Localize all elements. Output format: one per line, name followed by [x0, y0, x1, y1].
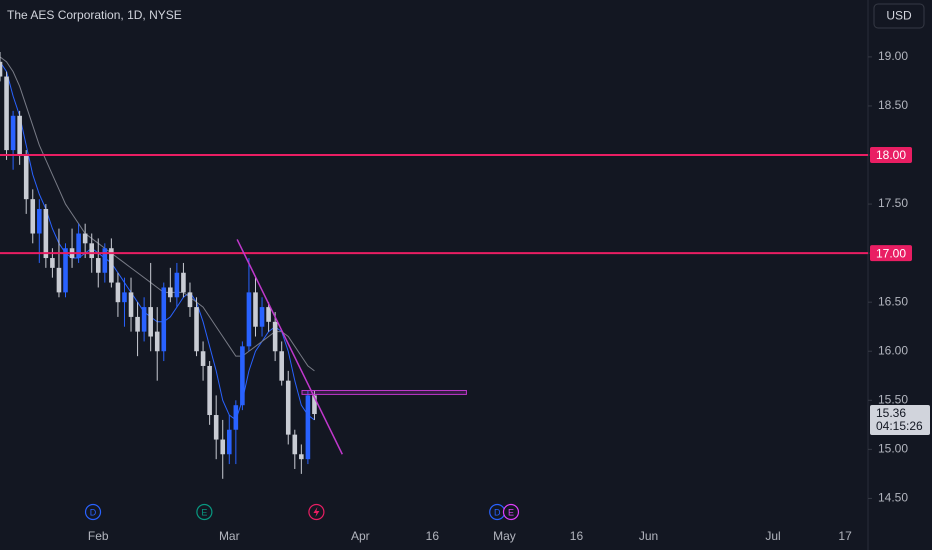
event-label: D: [494, 507, 501, 517]
candle-body: [115, 282, 121, 303]
candle-body: [312, 395, 317, 415]
last-price-box: [870, 405, 930, 436]
candle-body: [259, 307, 265, 327]
candle-body: [56, 267, 62, 293]
candle-body: [135, 316, 140, 332]
x-tick-label: 17: [838, 529, 852, 543]
y-tick-label: 14.50: [878, 491, 908, 505]
level-price-box: [870, 147, 912, 164]
x-tick-label: 16: [426, 529, 440, 543]
candle-body: [240, 346, 245, 406]
candle-body: [154, 331, 160, 352]
x-tick-label: Jun: [639, 529, 658, 543]
x-tick-label: May: [493, 529, 516, 543]
candle-body: [10, 115, 16, 151]
plot-area: [0, 52, 317, 479]
candle-body: [200, 351, 206, 366]
candle-body: [285, 380, 291, 435]
y-tick-label: 16.50: [878, 294, 908, 308]
last-price-label: 15.36: [876, 406, 906, 420]
candle-body: [305, 395, 311, 460]
candle-body: [168, 287, 173, 298]
currency-label[interactable]: USD: [886, 9, 912, 23]
level-price-label: 18.00: [876, 148, 906, 162]
event-marker: [502, 503, 520, 521]
candle-body: [76, 233, 81, 259]
candle-body: [233, 405, 239, 430]
x-tick-label: Apr: [351, 529, 370, 543]
candle-body: [141, 307, 147, 332]
x-tick-label: Jul: [765, 529, 780, 543]
y-tick-label: 19.00: [878, 49, 908, 63]
candle-body: [253, 292, 258, 327]
candle-body: [220, 439, 226, 455]
x-tick-label: Feb: [88, 529, 109, 543]
candle-body: [246, 292, 252, 347]
chart-title: The AES Corporation, 1D, NYSE: [7, 8, 182, 22]
event-marker: [84, 503, 102, 521]
event-marker: [196, 503, 213, 521]
candle-body: [292, 434, 298, 455]
event-label: D: [90, 507, 97, 517]
candle-body: [95, 258, 101, 273]
event-label: E: [201, 507, 207, 517]
moving-average-line: [0, 56, 315, 372]
trend-line: [236, 239, 343, 455]
candle-body: [23, 155, 29, 200]
candle-body: [4, 76, 9, 151]
y-tick-label: 17.50: [878, 196, 908, 210]
event-icon: [313, 507, 320, 517]
x-tick-label: Mar: [219, 529, 240, 543]
candle-body: [30, 199, 36, 234]
candle-body: [128, 292, 134, 317]
candle-body: [266, 307, 271, 322]
candle-body: [43, 208, 49, 259]
candle-body: [181, 272, 186, 293]
candle-body: [102, 248, 108, 273]
candle-body: [63, 248, 68, 293]
candle-body: [299, 454, 304, 460]
candle-body: [272, 321, 278, 352]
event-label: E: [508, 507, 514, 517]
candle-body: [109, 248, 114, 283]
y-tick-label: 15.50: [878, 392, 908, 406]
candle-body: [226, 429, 232, 455]
candle-body: [37, 208, 42, 234]
candle-body: [122, 292, 127, 303]
candle-body: [213, 415, 219, 440]
level-price-label: 17.00: [876, 246, 906, 260]
candle-body: [148, 307, 153, 337]
candle-body: [89, 243, 95, 259]
candle-body: [17, 115, 22, 156]
candle-body: [82, 233, 88, 244]
y-tick-label: 18.50: [878, 98, 908, 112]
countdown-label: 04:15:26: [876, 419, 923, 433]
candle-body: [187, 292, 193, 308]
currency-button[interactable]: [873, 3, 925, 29]
y-tick-label: 15.00: [878, 442, 908, 456]
level-price-box: [870, 245, 912, 262]
candle-body: [279, 351, 284, 381]
y-tick-label: 16.00: [878, 343, 908, 357]
candle-body: [194, 307, 199, 352]
candle-body: [161, 287, 167, 352]
candle-body: [174, 272, 180, 298]
candle-body: [207, 365, 212, 416]
x-tick-label: 16: [570, 529, 584, 543]
candle-body: [0, 61, 3, 77]
candle-body: [50, 258, 55, 268]
rectangle-drawing: [301, 389, 467, 395]
